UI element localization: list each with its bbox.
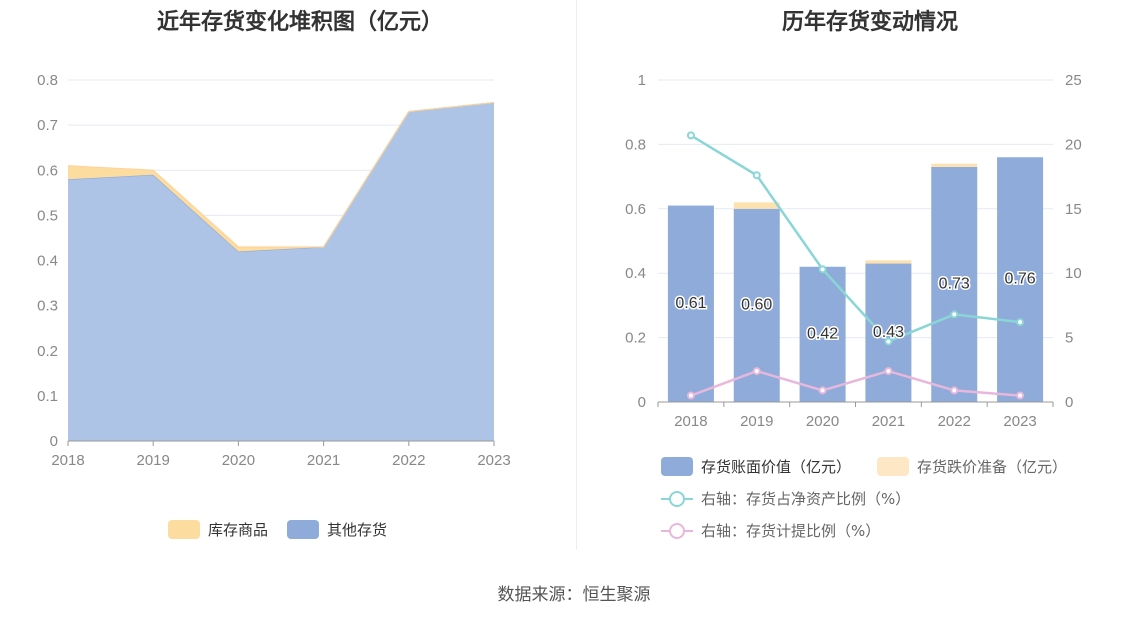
left-y-tick-label: 0 [50,433,58,450]
point-ratio-net-assets [752,171,761,180]
legend-line-provision-ratio [661,521,693,541]
left-x-tick-label: 2018 [51,452,84,469]
left-x-tick-label: 2020 [222,452,255,469]
legend-label-other-inventory: 其他存货 [327,521,388,539]
legend-swatch-impairment [877,457,909,476]
point-ratio-net-assets [818,265,827,274]
left-x-tick-label: 2023 [477,452,510,469]
bar-data-label: 0.43 [873,324,904,341]
right-x-tick-label: 2021 [872,413,905,430]
left-x-tick-label: 2022 [392,452,425,469]
left-y-tick-label: 0.1 [37,388,58,405]
point-ratio-net-assets [950,310,959,319]
bar-data-label: 0.76 [1005,271,1036,288]
bar-book-value [799,266,846,402]
point-provision-ratio [752,367,761,376]
point-provision-ratio [884,367,893,376]
legend-item-inventory-goods[interactable]: 库存商品 [168,519,268,540]
legend-label-provision-ratio: 右轴：存货计提比例（%） [701,522,881,540]
point-provision-ratio [1016,391,1025,400]
point-ratio-net-assets [1016,318,1025,327]
chart-divider [576,0,577,550]
right-right-axis-tick-label: 5 [1065,330,1073,347]
bar-data-label: 0.60 [741,296,772,313]
legend-swatch-other-inventory [287,520,319,539]
bar-book-value [667,205,714,402]
legend-label-ratio-net-assets: 右轴：存货占净资产比例（%） [701,490,911,508]
left-y-tick-label: 0.7 [37,117,58,134]
point-ratio-net-assets [686,131,695,140]
left-y-tick-label: 0.5 [37,207,58,224]
bar-impairment [865,260,912,264]
legend-swatch-inventory-goods [168,520,200,539]
left-x-tick-label: 2021 [307,452,340,469]
legend-item-book-value[interactable]: 存货账面价值（亿元） [661,456,851,477]
bar-impairment [733,202,780,209]
right-x-tick-label: 2019 [740,413,773,430]
legend-item-impairment[interactable]: 存货跌价准备（亿元） [877,456,1067,477]
line-provision-ratio [690,369,1021,397]
right-left-axis-tick-label: 0.8 [625,136,646,153]
right-left-axis-tick-label: 0.6 [625,201,646,218]
right-left-axis-tick-label: 1 [638,72,646,89]
left-y-tick-label: 0.4 [37,253,58,270]
right-right-axis-tick-label: 25 [1065,72,1082,89]
bar-data-label: 0.42 [807,325,838,342]
right-left-axis-tick-label: 0 [638,394,646,411]
left-chart-title: 近年存货变化堆积图（亿元） [156,10,443,35]
right-left-axis-tick-label: 0.4 [625,265,646,282]
legend-label-impairment: 存货跌价准备（亿元） [917,458,1068,476]
line-ratio-net-assets [690,134,1021,343]
legend-line-ratio-net-assets [661,489,693,509]
left-area-other-inventory [68,102,494,441]
legend-label-book-value: 存货账面价值（亿元） [701,458,852,476]
bar-impairment [931,163,978,167]
point-provision-ratio [686,391,695,400]
right-right-axis-tick-label: 15 [1065,201,1082,218]
right-chart-title: 历年存货变动情况 [781,10,958,35]
right-right-axis-tick-label: 0 [1065,394,1073,411]
left-y-tick-label: 0.3 [37,298,58,315]
right-x-tick-label: 2022 [938,413,971,430]
right-x-tick-label: 2018 [674,413,707,430]
data-source: 数据来源：恒生聚源 [497,585,651,605]
point-provision-ratio [818,386,827,395]
legend-swatch-book-value [661,457,693,476]
bar-book-value [865,263,912,402]
bar-book-value [931,166,978,402]
right-right-axis-tick-label: 20 [1065,136,1082,153]
left-y-tick-label: 0.6 [37,162,58,179]
left-y-tick-label: 0.2 [37,343,58,360]
left-y-tick-label: 0.8 [37,72,58,89]
legend-label-inventory-goods: 库存商品 [208,521,269,539]
right-x-tick-label: 2020 [806,413,839,430]
right-x-tick-label: 2023 [1003,413,1036,430]
bar-data-label: 0.73 [939,275,970,292]
legend-item-provision-ratio[interactable]: 右轴：存货计提比例（%） [661,520,880,541]
legend-item-other-inventory[interactable]: 其他存货 [287,519,387,540]
point-ratio-net-assets [884,337,893,346]
point-provision-ratio [950,386,959,395]
bar-book-value [997,157,1044,402]
bar-data-label: 0.61 [675,295,706,312]
right-left-axis-tick-label: 0.2 [625,330,646,347]
legend-item-ratio-net-assets[interactable]: 右轴：存货占净资产比例（%） [661,488,910,509]
right-right-axis-tick-label: 10 [1065,265,1082,282]
left-area-edge [67,101,495,248]
left-x-tick-label: 2019 [137,452,170,469]
